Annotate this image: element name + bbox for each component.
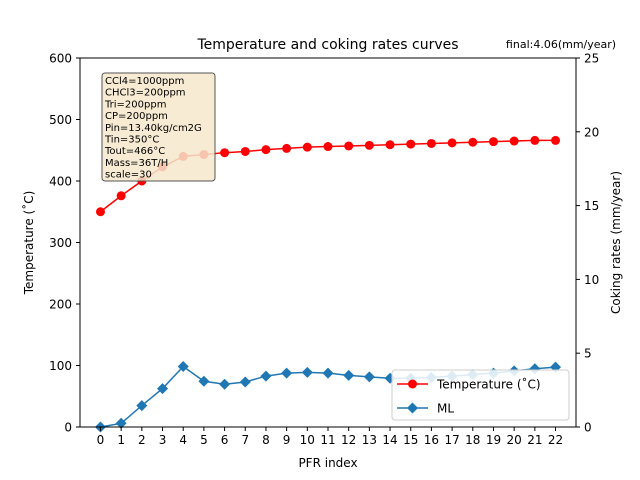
y-right-tick-label: 15 [584, 199, 599, 213]
info-box-line: scale=30 [105, 170, 152, 181]
x-tick-label: 20 [507, 433, 522, 447]
temperature-point [240, 146, 250, 156]
temperature-point [282, 143, 292, 153]
x-tick-label: 14 [382, 433, 397, 447]
x-tick-label: 21 [527, 433, 542, 447]
x-tick-label: 11 [320, 433, 335, 447]
y-axis-right: 0 5 10 15 20 25 [576, 52, 599, 435]
temperature-point [426, 138, 436, 148]
info-box-line: CHCl3=200ppm [105, 88, 186, 99]
x-tick-label: 19 [486, 433, 501, 447]
x-tick-label: 2 [138, 433, 146, 447]
y-left-tick-label: 600 [49, 52, 72, 66]
y-right-tick-label: 5 [584, 347, 592, 361]
x-tick-label: 4 [179, 433, 187, 447]
legend: Temperature (˚C) ML [391, 369, 570, 421]
temperature-point [406, 139, 416, 149]
y-right-tick-label: 0 [584, 421, 592, 435]
ml-point [136, 400, 148, 412]
temperature-point [116, 191, 126, 201]
temperature-point [385, 140, 395, 150]
y-right-tick-label: 20 [584, 125, 599, 139]
temperature-point [468, 137, 478, 147]
x-tick-label: 13 [362, 433, 377, 447]
ml-series-layer [94, 360, 562, 433]
legend-temperature-label: Temperature (˚C) [436, 377, 541, 392]
ml-point [301, 366, 313, 378]
ml-point [322, 367, 334, 379]
temperature-point [302, 142, 312, 152]
y-left-tick-label: 500 [49, 113, 72, 127]
info-box-line: CCl4=1000ppm [105, 76, 184, 87]
plot-area [79, 57, 577, 433]
ml-point [260, 370, 272, 382]
x-tick-label: 7 [241, 433, 249, 447]
info-box-line: Mass=36T/H [105, 158, 168, 169]
y-right-tick-label: 10 [584, 273, 599, 287]
y-axis-right-label: Coking rates (mm/year) [609, 171, 623, 314]
info-box-line: Tout=466°C [104, 146, 165, 157]
ml-point [198, 375, 210, 387]
final-annotation: final:4.06(mm/year) [506, 38, 616, 51]
info-box-line: Tin=350°C [104, 135, 159, 146]
y-left-tick-label: 300 [49, 236, 72, 250]
ml-point [115, 417, 127, 429]
x-tick-label: 6 [221, 433, 229, 447]
ml-point [157, 383, 169, 395]
x-tick-label: 15 [403, 433, 418, 447]
x-tick-label: 10 [300, 433, 315, 447]
temperature-point [551, 135, 561, 145]
x-tick-label: 16 [424, 433, 439, 447]
x-axis-label: PFR index [298, 456, 357, 470]
temperature-point [447, 138, 457, 148]
legend-ml-label: ML [437, 402, 454, 416]
legend-temperature-marker [408, 379, 417, 389]
ml-point [343, 369, 355, 381]
x-tick-label: 17 [444, 433, 459, 447]
y-right-tick-label: 25 [584, 52, 599, 66]
y-axis-left: 0 100 200 300 400 500 600 [49, 52, 80, 435]
info-box-line: Tri=200ppm [104, 99, 166, 110]
ml-point [363, 371, 375, 383]
x-tick-label: 22 [548, 433, 563, 447]
ml-point [281, 367, 293, 379]
y-left-tick-label: 200 [49, 298, 72, 312]
x-tick-label: 8 [262, 433, 270, 447]
temperature-point [220, 148, 230, 158]
x-tick-label: 1 [117, 433, 125, 447]
ml-point [177, 360, 189, 372]
x-tick-label: 9 [283, 433, 291, 447]
x-axis: 0 1 2 3 4 5 6 7 8 9 10 11 12 13 14 15 16 17 18 19 20 21 22 [97, 427, 563, 447]
x-tick-label: 5 [200, 433, 208, 447]
x-tick-label: 3 [159, 433, 167, 447]
y-axis-left-label: Temperature (˚C) [21, 191, 36, 296]
temperature-point [509, 136, 519, 146]
y-left-tick-label: 0 [64, 421, 72, 435]
temperature-point [344, 141, 354, 151]
info-box-background [101, 72, 216, 182]
temperature-point [261, 145, 271, 155]
legend-frame [391, 369, 570, 421]
info-box: CCl4=1000ppmCHCl3=200ppmTri=200ppmCP=200… [101, 72, 216, 182]
temperature-point [95, 207, 105, 217]
y-left-tick-label: 100 [49, 359, 72, 373]
temperature-point [488, 137, 498, 147]
y-left-tick-label: 400 [49, 175, 72, 189]
temperature-point [364, 140, 374, 150]
x-tick-label: 12 [341, 433, 356, 447]
x-tick-label: 18 [465, 433, 480, 447]
chart-title: Temperature and coking rates curves [196, 37, 458, 53]
temperature-point [530, 135, 540, 145]
info-box-line: Pin=13.40kg/cm2G [105, 123, 202, 134]
x-tick-label: 0 [97, 433, 105, 447]
info-box-line: CP=200ppm [105, 111, 168, 122]
ml-point [219, 378, 231, 390]
legend-ml-marker [407, 402, 418, 414]
ml-point [239, 376, 251, 388]
temperature-point [323, 142, 333, 152]
